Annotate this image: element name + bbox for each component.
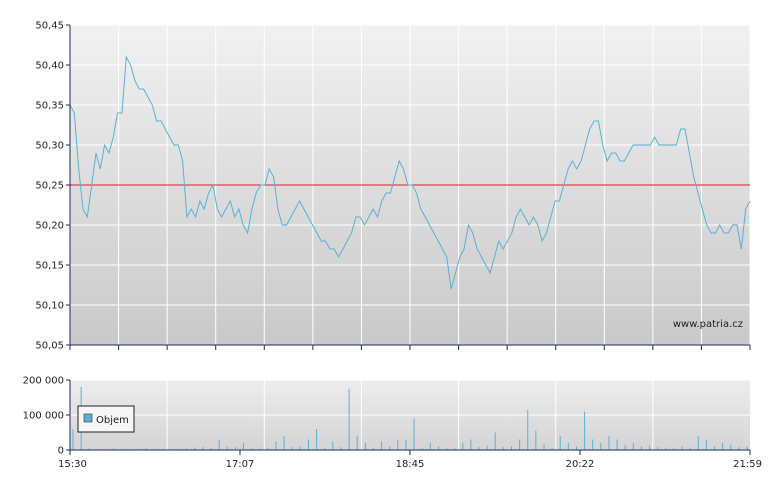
watermark-text: www.patria.cz <box>673 319 743 330</box>
y-tick-label: 50,20 <box>35 221 64 232</box>
y-tick-label: 50,10 <box>35 301 64 312</box>
legend-box: Objem <box>77 405 135 433</box>
legend-label: Objem <box>96 415 129 426</box>
y-tick-label: 50,45 <box>35 21 64 32</box>
x-tick-label: 15:30 <box>58 459 87 470</box>
y-tick-label: 50,25 <box>35 181 64 192</box>
y-tick-label: 50,15 <box>35 261 64 272</box>
legend-swatch <box>83 413 93 423</box>
y-tick-label: 50,30 <box>35 141 64 152</box>
x-tick-label: 18:45 <box>396 459 425 470</box>
y-tick-label: 50,05 <box>35 341 64 352</box>
volume-tick-label: 0 <box>58 446 64 457</box>
y-tick-label: 50,35 <box>35 101 64 112</box>
x-tick-label: 21:59 <box>733 459 762 470</box>
x-tick-label: 17:07 <box>226 459 255 470</box>
x-tick-label: 20:22 <box>566 459 595 470</box>
price-series-line <box>69 55 751 290</box>
volume-tick-label: 100 000 <box>23 411 64 422</box>
volume-tick-label: 200 000 <box>23 376 64 387</box>
y-tick-label: 50,40 <box>35 61 64 72</box>
